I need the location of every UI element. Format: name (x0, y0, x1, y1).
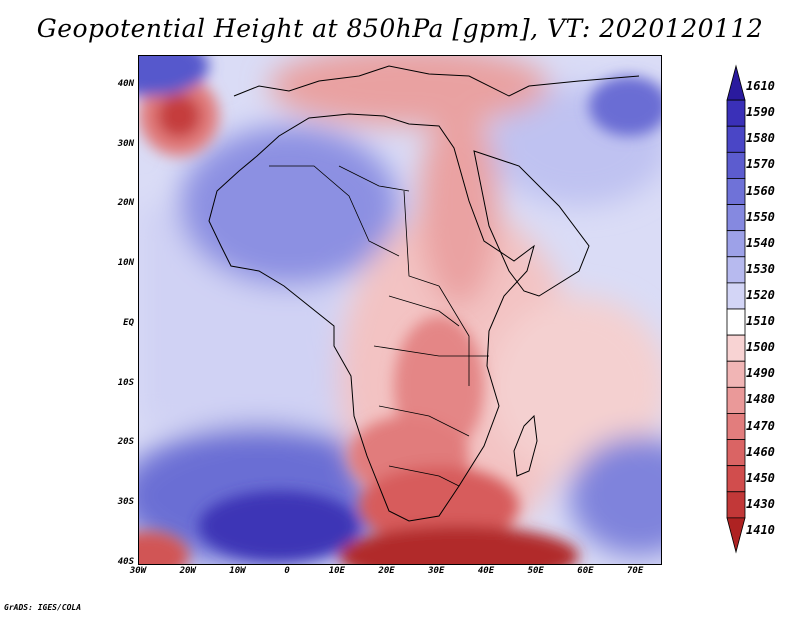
lon-tick-label: 10E (328, 566, 345, 576)
colorbar-label: 1560 (746, 183, 775, 198)
grads-credit: GrADS: IGES/COLA (4, 603, 82, 612)
lat-tick-label: 20S (117, 437, 134, 448)
colorbar-label: 1520 (746, 287, 775, 302)
colorbar-swatch (726, 178, 746, 205)
colorbar-swatch (726, 308, 746, 336)
map-panel (138, 55, 662, 565)
map-title: Geopotential Height at 850hPa [gpm], VT:… (36, 14, 764, 43)
colorbar-swatch (726, 230, 746, 258)
colorbar-label: 1540 (746, 235, 775, 250)
lat-tick-label: 30S (117, 497, 134, 508)
colorbar-legend: 1610 1590 1580 1570 1560 1550 1540 1530 1520 1510… (726, 64, 800, 564)
lon-tick-label: 50E (527, 566, 544, 576)
lat-tick-label: 40N (117, 78, 134, 89)
lon-tick-label: 20W (179, 566, 196, 576)
colorbar-swatch (726, 256, 746, 284)
colorbar-swatch (726, 151, 746, 179)
colorbar-swatch (726, 282, 746, 310)
colorbar-label: 1450 (746, 470, 775, 485)
lat-tick-label: 20N (117, 198, 134, 209)
colorbar-swatch (726, 491, 746, 519)
lat-tick-label: 10N (117, 258, 134, 269)
colorbar-label: 1460 (746, 444, 775, 459)
lon-tick-label: 30E (428, 566, 445, 576)
colorbar-swatch (726, 386, 746, 414)
colorbar-label: 1500 (746, 340, 775, 355)
colorbar-swatch (726, 125, 746, 153)
colorbar-swatches (726, 64, 746, 554)
colorbar-label: 1530 (746, 261, 775, 276)
colorbar-swatch (726, 517, 746, 554)
colorbar-label: 1430 (746, 496, 775, 511)
lat-tick-label: 10S (117, 377, 134, 388)
colorbar-label: 1470 (746, 418, 775, 433)
colorbar-label: 1510 (746, 314, 775, 329)
colorbar-swatch (726, 413, 746, 440)
lon-tick-label: 0 (284, 566, 290, 576)
colorbar-swatch (726, 204, 746, 232)
colorbar-swatch (726, 99, 746, 127)
colorbar-label: 1580 (746, 131, 775, 146)
lat-tick-label: 30N (117, 138, 134, 149)
colorbar-label: 1410 (746, 522, 775, 537)
lat-tick-label: 40S (117, 557, 134, 567)
lon-tick-label: 40E (477, 566, 495, 576)
colorbar-swatch (726, 360, 746, 388)
colorbar-swatch (726, 334, 746, 362)
lon-tick-label: 60E (577, 566, 594, 576)
colorbar-label: 1570 (746, 157, 775, 172)
colorbar-swatch (726, 64, 746, 101)
colorbar-label: 1610 (746, 79, 775, 94)
lon-tick-label: 70E (627, 566, 644, 576)
lon-tick-label: 20E (378, 566, 395, 576)
lon-tick-label: 10W (229, 566, 246, 576)
lon-tick-label: 30W (129, 566, 147, 576)
colorbar-label: 1480 (746, 392, 775, 407)
colorbar-swatch (726, 465, 746, 493)
colorbar-label: 1490 (746, 366, 775, 381)
colorbar-swatch (726, 439, 746, 467)
colorbar-label: 1590 (746, 105, 775, 120)
height-field-map (139, 56, 661, 564)
colorbar-label: 1550 (746, 209, 775, 224)
lat-tick-label: EQ (123, 317, 134, 328)
